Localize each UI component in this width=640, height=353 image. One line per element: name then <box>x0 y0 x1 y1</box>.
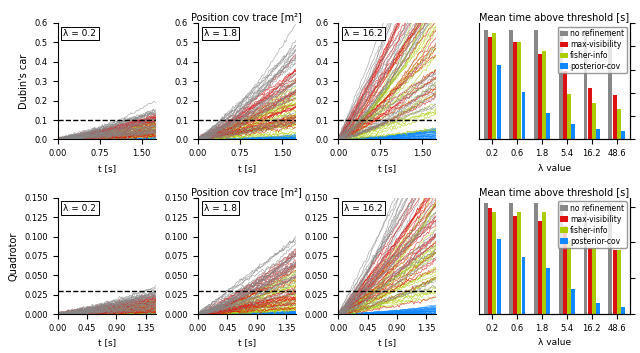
Bar <box>563 226 567 314</box>
Bar <box>596 129 600 139</box>
Text: λ = 0.2: λ = 0.2 <box>63 203 97 213</box>
Bar <box>612 250 616 314</box>
Bar <box>609 30 612 139</box>
X-axis label: t [s]: t [s] <box>378 339 396 347</box>
Text: λ = 1.8: λ = 1.8 <box>204 29 237 38</box>
Bar <box>617 109 621 139</box>
Y-axis label: Dubin's car: Dubin's car <box>19 54 29 109</box>
Bar <box>484 30 488 139</box>
Title: Mean time above threshold [s]: Mean time above threshold [s] <box>479 12 630 22</box>
Title: Position cov trace [m²]: Position cov trace [m²] <box>191 187 302 197</box>
Bar <box>538 221 542 314</box>
Bar <box>563 71 567 139</box>
Bar <box>584 30 588 139</box>
Bar <box>509 30 513 139</box>
Y-axis label: Quadrotor: Quadrotor <box>8 231 19 281</box>
Bar <box>542 212 546 314</box>
Bar <box>497 65 500 139</box>
X-axis label: λ value: λ value <box>538 164 571 173</box>
Title: Mean time above threshold [s]: Mean time above threshold [s] <box>479 187 630 197</box>
Bar <box>588 88 591 139</box>
Bar <box>513 216 517 314</box>
Bar <box>522 92 525 139</box>
Bar <box>621 307 625 314</box>
Bar <box>567 241 571 314</box>
Bar <box>509 203 513 314</box>
Bar <box>547 268 550 314</box>
Bar <box>572 289 575 314</box>
Bar <box>534 203 538 314</box>
Bar <box>497 239 500 314</box>
Legend: no refinement, max-visibility, fisher-info, posterior-cov: no refinement, max-visibility, fisher-in… <box>558 27 627 73</box>
Bar <box>612 95 616 139</box>
Bar <box>484 203 488 314</box>
Bar <box>584 203 588 314</box>
X-axis label: t [s]: t [s] <box>97 164 116 173</box>
Bar <box>492 34 496 139</box>
Bar <box>588 248 591 314</box>
Bar <box>596 304 600 314</box>
Bar <box>488 208 492 314</box>
Bar <box>567 94 571 139</box>
Bar <box>534 30 538 139</box>
Bar <box>559 203 563 314</box>
X-axis label: t [s]: t [s] <box>97 339 116 347</box>
Text: λ = 1.8: λ = 1.8 <box>204 203 237 213</box>
Bar <box>592 248 596 314</box>
Bar <box>522 257 525 314</box>
Text: λ = 16.2: λ = 16.2 <box>344 29 383 38</box>
Text: λ = 0.2: λ = 0.2 <box>63 29 97 38</box>
Bar <box>609 203 612 314</box>
Bar <box>572 124 575 139</box>
Bar <box>592 103 596 139</box>
X-axis label: t [s]: t [s] <box>238 339 256 347</box>
Bar <box>547 113 550 139</box>
Title: Position cov trace [m²]: Position cov trace [m²] <box>191 12 302 22</box>
Bar <box>513 42 517 139</box>
Bar <box>559 30 563 139</box>
Bar <box>617 250 621 314</box>
Bar <box>517 42 521 139</box>
X-axis label: t [s]: t [s] <box>238 164 256 173</box>
X-axis label: t [s]: t [s] <box>378 164 396 173</box>
Bar <box>542 51 546 139</box>
Bar <box>488 37 492 139</box>
Bar <box>492 212 496 314</box>
X-axis label: λ value: λ value <box>538 339 571 347</box>
Bar <box>538 54 542 139</box>
Text: λ = 16.2: λ = 16.2 <box>344 203 383 213</box>
Bar <box>517 212 521 314</box>
Legend: no refinement, max-visibility, fisher-info, posterior-cov: no refinement, max-visibility, fisher-in… <box>558 202 627 248</box>
Bar <box>621 131 625 139</box>
